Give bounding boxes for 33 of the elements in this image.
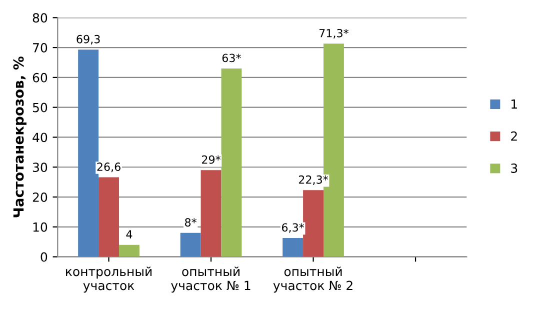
y-tick-label: 70 xyxy=(33,43,48,52)
y-tick-label: 0 xyxy=(40,252,48,262)
bar xyxy=(118,244,140,257)
data-label: 63* xyxy=(222,54,241,62)
bar xyxy=(180,232,201,257)
y-tick-label: 30 xyxy=(32,162,48,172)
data-label: 6,3* xyxy=(282,223,304,233)
data-label: 29* xyxy=(202,155,221,164)
bar xyxy=(78,50,99,257)
legend-label: 2 xyxy=(511,131,517,141)
y-tick-label: 20 xyxy=(32,192,48,202)
x-tick-label: контрольный участок xyxy=(66,266,152,293)
y-tick-label: 10 xyxy=(33,222,48,232)
bar xyxy=(98,177,119,257)
x-tick-label: опытный участок № 1 xyxy=(171,266,250,293)
data-label: 71,3* xyxy=(319,28,349,38)
legend-label: 3 xyxy=(511,163,518,173)
y-tick-label: 50 xyxy=(32,102,48,112)
data-label: 69,3 xyxy=(76,34,100,44)
y-tick-label: 40 xyxy=(32,132,48,142)
legend-label: 1 xyxy=(512,99,517,109)
y-tick-label: 60 xyxy=(32,72,48,82)
bar xyxy=(200,170,222,257)
x-tick-label: опытный участок № 2 xyxy=(273,266,352,293)
bar xyxy=(221,68,242,257)
data-label: 8* xyxy=(185,218,197,227)
y-tick-label: 80 xyxy=(32,13,48,23)
bar xyxy=(303,190,324,257)
data-label: 22,3* xyxy=(298,175,328,185)
bar xyxy=(282,238,304,257)
data-label: 26,6 xyxy=(97,162,120,172)
data-label: 4 xyxy=(126,230,132,238)
y-axis-title: Частотанекрозов, % xyxy=(13,56,26,218)
